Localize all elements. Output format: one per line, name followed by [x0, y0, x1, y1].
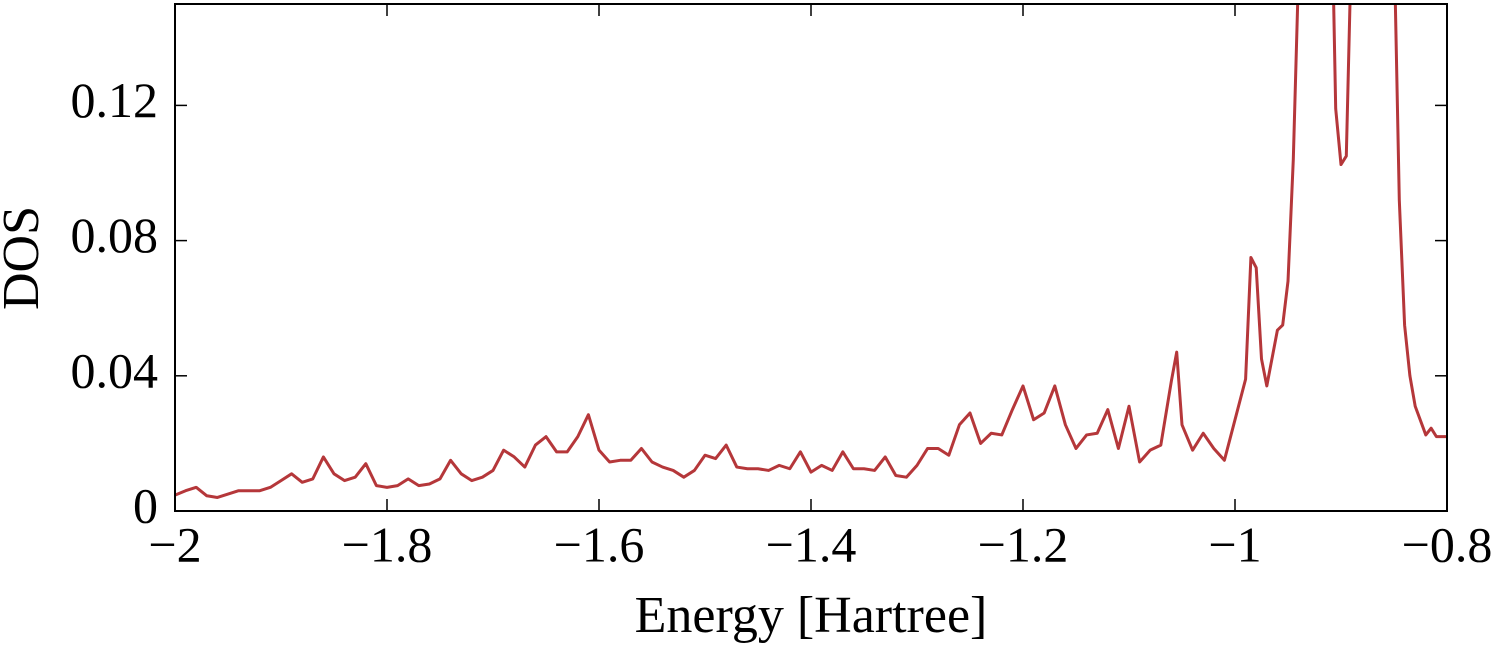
x-tick-label: −1.6: [554, 516, 645, 572]
x-tick-label: −1.8: [342, 516, 433, 572]
y-tick-label: 0.08: [71, 207, 159, 263]
y-tick-label: 0.04: [71, 342, 159, 398]
data-line: [175, 4, 1447, 499]
x-axis-label: Energy [Hartree]: [635, 587, 988, 644]
y-tick-label: 0.12: [71, 72, 159, 128]
x-tick-label: −1.4: [766, 516, 857, 572]
x-tick-label: −0.8: [1402, 516, 1493, 572]
x-tick-label: −2: [148, 516, 201, 572]
plot-frame: [174, 3, 1448, 512]
x-tick-label: −1.2: [978, 516, 1069, 572]
x-tick-label: −1: [1208, 516, 1261, 572]
y-axis-label: DOS: [0, 206, 50, 310]
y-tick-label: 0: [133, 477, 158, 533]
